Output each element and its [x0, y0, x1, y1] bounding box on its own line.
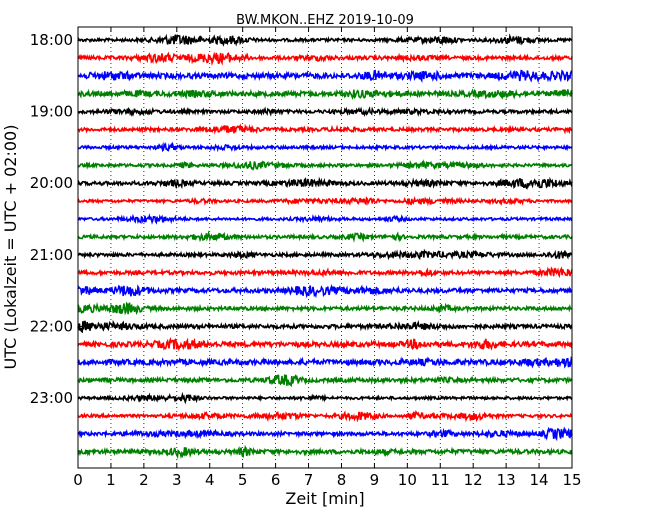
- seismic-trace: [77, 33, 573, 47]
- seismic-trace: [77, 51, 573, 67]
- x-tick-label: 0: [73, 471, 83, 489]
- seismic-trace: [77, 409, 573, 423]
- seismic-trace: [77, 123, 573, 135]
- axis-ticks: 0 1 2 3 4 5 6 7 8 9 10 11 12 13 14 1518:0019:0020:0021:…: [30, 27, 582, 489]
- x-axis-label: Zeit [min]: [285, 489, 364, 508]
- seismic-trace: [77, 373, 573, 388]
- seismic-trace: [77, 319, 573, 334]
- seismic-trace: [77, 444, 573, 460]
- seismic-trace: [77, 213, 573, 225]
- seismic-trace: [77, 301, 573, 316]
- x-tick-label: 13: [497, 471, 516, 489]
- x-tick-label: 9: [370, 471, 380, 489]
- seismic-trace: [77, 356, 573, 369]
- seismic-trace: [77, 283, 573, 299]
- y-tick-label: 20:00: [30, 174, 73, 192]
- chart-title: BW.MKON..EHZ 2019-10-09: [236, 13, 414, 28]
- x-tick-label: 5: [238, 471, 248, 489]
- seismic-trace: [77, 176, 573, 190]
- x-tick-label: 15: [562, 471, 581, 489]
- seismic-trace: [77, 266, 573, 279]
- seismic-trace: [77, 391, 573, 405]
- y-tick-label: 23:00: [30, 389, 73, 407]
- grid-lines: [110, 27, 540, 468]
- x-tick-label: 14: [530, 471, 549, 489]
- seismic-trace: [77, 230, 573, 243]
- x-tick-label: 10: [398, 471, 417, 489]
- seismic-trace: [77, 69, 573, 84]
- x-tick-label: 2: [139, 471, 149, 489]
- seismic-trace: [77, 159, 573, 172]
- seismic-trace: [77, 426, 573, 442]
- seismic-trace: [77, 248, 573, 261]
- y-axis-label: UTC (Lokalzeit = UTC + 02:00): [1, 125, 20, 370]
- x-tick-label: 1: [106, 471, 116, 489]
- seismic-trace: [77, 88, 573, 100]
- y-tick-label: 19:00: [30, 103, 73, 121]
- plot-frame: [77, 26, 573, 469]
- x-tick-label: 4: [205, 471, 215, 489]
- x-tick-label: 12: [464, 471, 483, 489]
- trace-group: [77, 33, 573, 460]
- seismic-trace: [77, 106, 573, 117]
- seismic-trace: [77, 141, 573, 153]
- y-tick-label: 21:00: [30, 246, 73, 264]
- x-tick-label: 11: [431, 471, 450, 489]
- x-tick-label: 8: [337, 471, 347, 489]
- x-tick-label: 6: [271, 471, 281, 489]
- y-tick-label: 22:00: [30, 317, 73, 335]
- y-tick-label: 18:00: [30, 31, 73, 49]
- x-tick-label: 7: [304, 471, 314, 489]
- x-tick-label: 3: [172, 471, 182, 489]
- seismic-trace: [77, 336, 573, 352]
- seismic-trace: [77, 195, 573, 207]
